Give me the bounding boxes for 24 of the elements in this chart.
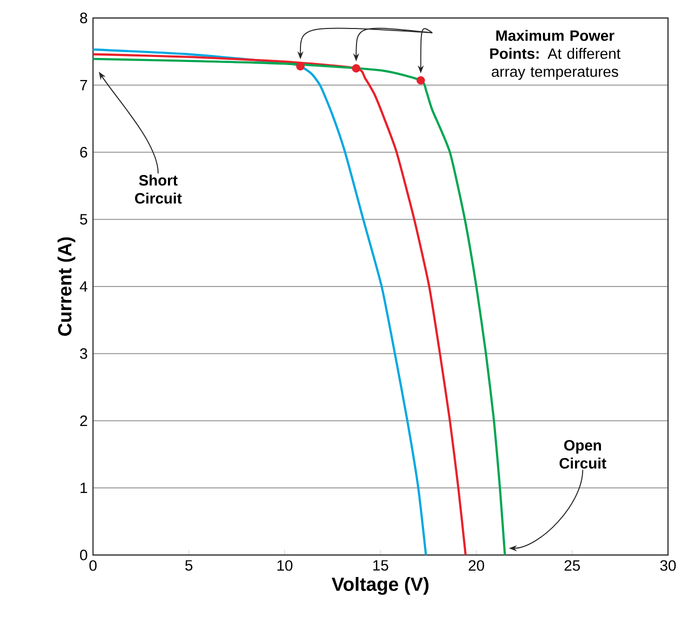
x-tick-label: 0 — [89, 560, 97, 571]
y-tick-label: 0 — [80, 550, 88, 560]
y-tick-label: 4 — [80, 281, 88, 292]
x-tick-label: 10 — [277, 560, 292, 571]
y-tick-label: 2 — [80, 416, 88, 426]
x-tick-label: 25 — [564, 560, 580, 571]
x-axis-title: Voltage (V) — [332, 577, 428, 595]
x-tick-label: 20 — [468, 560, 484, 571]
annotation: Short Circuit — [135, 174, 182, 204]
x-tick-label: 30 — [660, 560, 676, 571]
y-tick-label: 5 — [80, 214, 88, 225]
annotation: Maximum Power Points: At different array temperatures — [490, 30, 621, 80]
point — [352, 64, 360, 73]
y-tick-label: 8 — [80, 12, 88, 24]
x-tick-label: 5 — [185, 560, 192, 571]
y-tick-label: 6 — [80, 146, 88, 158]
y-tick-label: 1 — [80, 482, 88, 494]
y-axis-title: Current (A) — [58, 237, 76, 336]
point — [296, 62, 305, 71]
x-tick-label: 15 — [373, 560, 388, 571]
annotation: Open Circuit — [560, 440, 606, 469]
y-tick-label: 7 — [80, 80, 88, 90]
point — [416, 76, 425, 85]
y-tick-label: 3 — [80, 348, 88, 359]
